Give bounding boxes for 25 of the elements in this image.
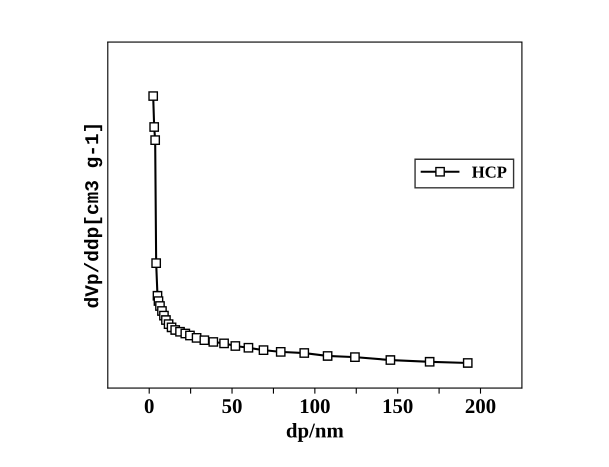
x-tick-label: 200 [466,399,496,414]
x-tick-label: 50 [222,399,242,414]
point [424,356,435,367]
point [200,335,210,346]
point [258,345,268,355]
point [386,355,396,365]
point [244,342,254,353]
y-axis-title: dVp/ddp[cm3 g-1] [84,125,102,308]
point [230,341,240,351]
point [322,351,332,361]
x-tick-label: 150 [384,399,413,414]
point [149,122,160,132]
x-tick-label: 100 [300,399,330,414]
point [151,258,162,268]
point [299,348,310,358]
point [148,91,158,101]
point [276,347,286,357]
x-axis-title: dp/nm [286,422,344,442]
x-tick-label: 0 [144,399,154,414]
point [208,337,218,347]
point [150,135,160,146]
point [219,338,229,348]
point [350,352,360,362]
point [462,358,473,368]
legend-label: HCP [472,166,506,178]
